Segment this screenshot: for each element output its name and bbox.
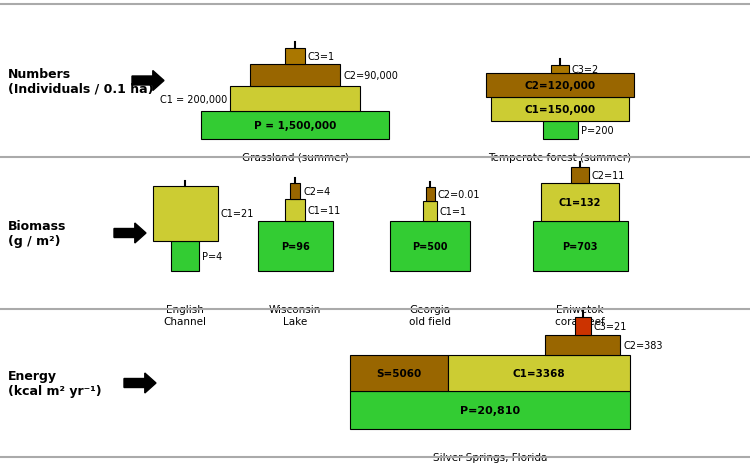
Text: P=703: P=703: [562, 242, 598, 251]
FancyBboxPatch shape: [541, 184, 619, 221]
Text: C2=11: C2=11: [592, 171, 626, 181]
Text: C1=3368: C1=3368: [513, 368, 566, 378]
Text: P=96: P=96: [280, 242, 309, 251]
Text: Georgia
old field: Georgia old field: [409, 304, 451, 326]
FancyBboxPatch shape: [390, 221, 470, 271]
FancyBboxPatch shape: [171, 242, 199, 271]
FancyBboxPatch shape: [257, 221, 332, 271]
FancyBboxPatch shape: [290, 184, 300, 200]
Text: P=20,810: P=20,810: [460, 405, 520, 415]
FancyBboxPatch shape: [486, 74, 634, 98]
FancyBboxPatch shape: [551, 66, 569, 74]
FancyBboxPatch shape: [532, 221, 628, 271]
FancyBboxPatch shape: [350, 355, 448, 391]
FancyArrow shape: [132, 71, 164, 91]
Text: Grassland (summer): Grassland (summer): [242, 153, 349, 163]
FancyBboxPatch shape: [250, 65, 340, 87]
FancyArrow shape: [124, 373, 156, 393]
Text: Energy
(kcal m² yr⁻¹): Energy (kcal m² yr⁻¹): [8, 369, 102, 397]
Text: C2=4: C2=4: [303, 187, 330, 197]
FancyBboxPatch shape: [230, 87, 360, 112]
Text: P=200: P=200: [580, 126, 614, 136]
Text: C1=132: C1=132: [559, 198, 602, 207]
Text: Silver Springs, Florida: Silver Springs, Florida: [433, 452, 548, 462]
Text: C1=21: C1=21: [220, 209, 254, 219]
Text: S=5060: S=5060: [376, 368, 422, 378]
Text: C1=150,000: C1=150,000: [524, 105, 596, 115]
Text: C3=21: C3=21: [593, 321, 627, 332]
FancyBboxPatch shape: [285, 49, 305, 65]
FancyBboxPatch shape: [425, 188, 434, 201]
FancyArrow shape: [114, 224, 146, 244]
FancyBboxPatch shape: [571, 168, 589, 184]
Text: Biomass
(g / m²): Biomass (g / m²): [8, 219, 66, 247]
Text: C2=90,000: C2=90,000: [343, 71, 398, 81]
Text: C1=1: C1=1: [440, 206, 467, 217]
Text: Wisconsin
Lake: Wisconsin Lake: [268, 304, 321, 326]
FancyBboxPatch shape: [350, 391, 630, 429]
Text: C2=120,000: C2=120,000: [524, 81, 596, 91]
Text: C2=383: C2=383: [623, 340, 662, 350]
Text: Numbers
(Individuals / 0.1 ha): Numbers (Individuals / 0.1 ha): [8, 67, 154, 95]
Text: Temperate forest (summer): Temperate forest (summer): [488, 153, 632, 163]
Text: English
Channel: English Channel: [164, 304, 206, 326]
FancyBboxPatch shape: [423, 201, 437, 221]
Text: Eniwetok
coral reef: Eniwetok coral reef: [555, 304, 604, 326]
FancyBboxPatch shape: [491, 98, 629, 122]
FancyBboxPatch shape: [152, 187, 217, 242]
Text: C3=2: C3=2: [572, 65, 599, 75]
Text: P=500: P=500: [413, 242, 448, 251]
Text: C3=1: C3=1: [308, 52, 335, 62]
FancyBboxPatch shape: [285, 200, 305, 221]
FancyBboxPatch shape: [542, 122, 578, 140]
Text: P = 1,500,000: P = 1,500,000: [254, 121, 336, 131]
FancyBboxPatch shape: [201, 112, 389, 140]
FancyBboxPatch shape: [448, 355, 630, 391]
Text: C1 = 200,000: C1 = 200,000: [160, 94, 227, 104]
FancyBboxPatch shape: [545, 335, 620, 355]
FancyBboxPatch shape: [574, 317, 590, 335]
Text: C1=11: C1=11: [308, 206, 341, 216]
Text: P=4: P=4: [202, 251, 222, 262]
Text: C2=0.01: C2=0.01: [437, 189, 480, 200]
